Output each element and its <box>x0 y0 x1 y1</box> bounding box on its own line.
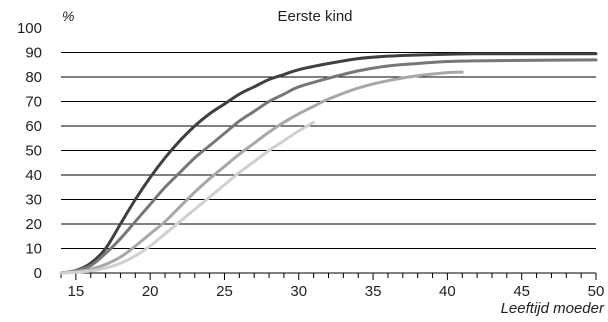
x-tick-label-40: 40 <box>439 283 456 300</box>
y-tick-label-70: 70 <box>25 94 42 111</box>
series-line-1 <box>59 52 598 275</box>
y-tick-label-0: 0 <box>34 265 42 282</box>
y-tick-label-60: 60 <box>25 118 42 135</box>
x-axis-label: Leeftijd moeder <box>501 300 605 317</box>
y-tick-label-50: 50 <box>25 143 42 160</box>
y-tick-label-10: 10 <box>25 241 42 258</box>
x-tick-label-30: 30 <box>290 283 307 300</box>
x-tick-label-15: 15 <box>68 283 85 300</box>
chart-title: Eerste kind <box>277 8 352 25</box>
y-tick-label-100: 100 <box>17 20 42 37</box>
grid-layer <box>61 52 596 249</box>
y-tick-label-30: 30 <box>25 192 42 209</box>
y-tick-label-90: 90 <box>25 45 42 62</box>
x-tick-label-45: 45 <box>513 283 530 300</box>
y-axis-unit-label: % <box>62 8 74 24</box>
x-tick-label-20: 20 <box>142 283 159 300</box>
x-tick-label-35: 35 <box>365 283 382 300</box>
series-line-4 <box>59 120 316 275</box>
label-layer: Eerste kind % Leeftijd moeder 0 10 20 30 40 5… <box>17 8 605 317</box>
y-tick-label-20: 20 <box>25 216 42 233</box>
x-tick-label-25: 25 <box>216 283 233 300</box>
series-line-3 <box>59 70 464 275</box>
x-tick-label-50: 50 <box>588 283 605 300</box>
series-line-2 <box>59 58 598 275</box>
y-tick-label-80: 80 <box>25 69 42 86</box>
axis-layer <box>60 272 597 280</box>
series-layer <box>59 52 598 275</box>
y-tick-label-40: 40 <box>25 167 42 184</box>
